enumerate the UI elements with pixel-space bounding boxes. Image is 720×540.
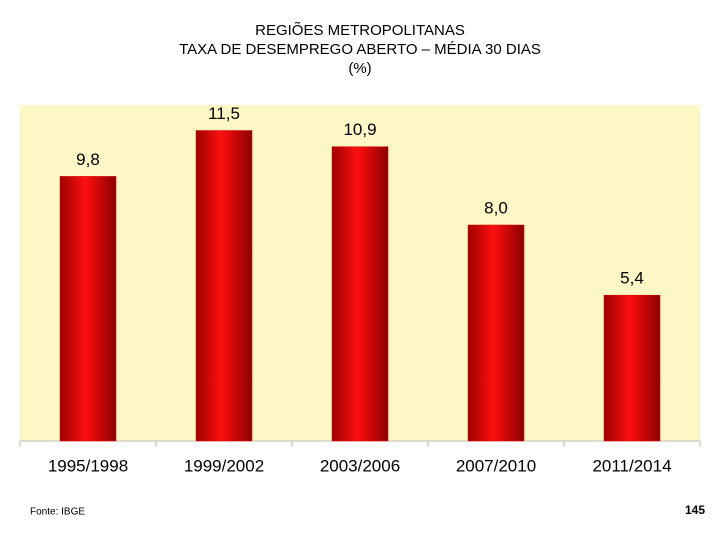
source-note: Fonte: IBGE xyxy=(30,507,85,518)
value-label: 5,4 xyxy=(620,269,644,288)
bar xyxy=(331,146,389,442)
x-tick-label: 1999/2002 xyxy=(184,456,264,475)
unit-label: (%) xyxy=(348,60,371,77)
chart-subtitle: TAXA DE DESEMPREGO ABERTO – MÉDIA 30 DIA… xyxy=(179,41,541,58)
x-tick-label: 2011/2014 xyxy=(592,456,671,475)
bar xyxy=(59,176,117,442)
value-label: 10,9 xyxy=(343,120,376,139)
bar xyxy=(195,130,253,442)
bar xyxy=(603,294,661,442)
x-tick-label: 1995/1998 xyxy=(48,456,128,475)
page-number: 145 xyxy=(685,503,705,517)
x-tick-label: 2007/2010 xyxy=(456,456,536,475)
value-label: 9,8 xyxy=(76,150,100,169)
chart-title: REGIÕES METROPOLITANAS xyxy=(255,22,465,39)
value-label: 8,0 xyxy=(484,198,508,217)
x-tick-label: 2003/2006 xyxy=(320,456,400,475)
value-label: 11,5 xyxy=(208,104,240,123)
bar xyxy=(467,224,525,442)
